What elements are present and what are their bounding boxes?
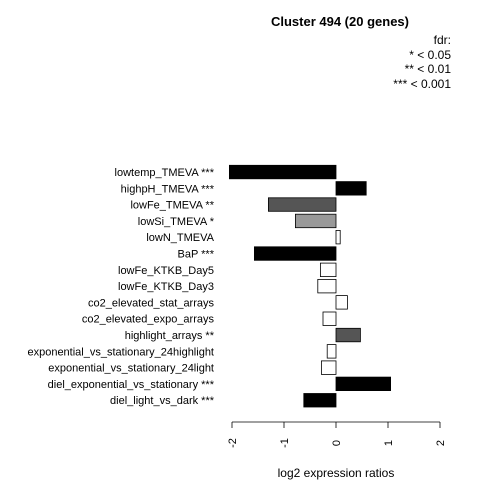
legend-heading: fdr: (433, 33, 451, 47)
bar-8 (335, 295, 348, 310)
bar-1 (335, 181, 367, 196)
bar-5 (253, 246, 337, 261)
chart-title: Cluster 494 (20 genes) (270, 14, 409, 29)
legend-item-2: *** < 0.001 (393, 76, 451, 91)
bar-13 (335, 376, 391, 392)
bar-12 (320, 360, 337, 375)
bar-4 (335, 229, 341, 245)
legend-item-0: * < 0.05 (409, 47, 451, 62)
category-label-1: highpH_TMEVA *** (121, 183, 215, 195)
x-axis-label: log2 expression ratios (278, 466, 395, 480)
category-label-7: lowFe_KTKB_Day3 (118, 281, 214, 293)
category-label-11: exponential_vs_stationary_24highlight (27, 346, 214, 358)
bar-9 (322, 311, 337, 326)
category-labels: lowtemp_TMEVA *** highpH_TMEVA *** lowFe_T… (27, 167, 214, 407)
x-tick-label-4: 2 (435, 440, 447, 446)
x-tick-label-2: 0 (331, 440, 343, 446)
category-label-10: highlight_arrays ** (125, 330, 215, 342)
category-label-14: diel_light_vs_dark *** (110, 395, 215, 407)
bar-10 (335, 327, 361, 343)
category-label-9: co2_elevated_expo_arrays (82, 314, 215, 326)
x-tick-label-0: -2 (227, 438, 239, 448)
bar-0 (228, 164, 337, 180)
category-label-13: diel_exponential_vs_stationary *** (48, 379, 215, 391)
bar-3 (294, 213, 337, 229)
bar-7 (317, 278, 337, 294)
category-label-8: co2_elevated_stat_arrays (88, 297, 214, 309)
bar-11 (326, 344, 337, 359)
category-label-4: lowN_TMEVA (146, 232, 214, 244)
legend-item-1: ** < 0.01 (404, 62, 451, 76)
bar-14 (303, 393, 337, 408)
bars-group (228, 164, 391, 408)
fdr-legend: fdr: * < 0.05 ** < 0.01 *** < 0.001 (393, 33, 451, 91)
category-label-3: lowSi_TMEVA * (138, 216, 215, 228)
category-label-12: exponential_vs_stationary_24light (48, 363, 214, 375)
category-label-5: BaP *** (178, 249, 215, 261)
bar-2 (267, 197, 337, 212)
category-label-2: lowFe_TMEVA ** (130, 200, 214, 212)
x-tick-label-3: 1 (383, 440, 395, 446)
x-axis: -2 -1 0 1 2 (227, 421, 447, 448)
bar-6 (319, 262, 337, 278)
category-label-0: lowtemp_TMEVA *** (115, 167, 215, 179)
x-tick-label-1: -1 (279, 438, 291, 448)
category-label-6: lowFe_KTKB_Day5 (118, 265, 214, 277)
